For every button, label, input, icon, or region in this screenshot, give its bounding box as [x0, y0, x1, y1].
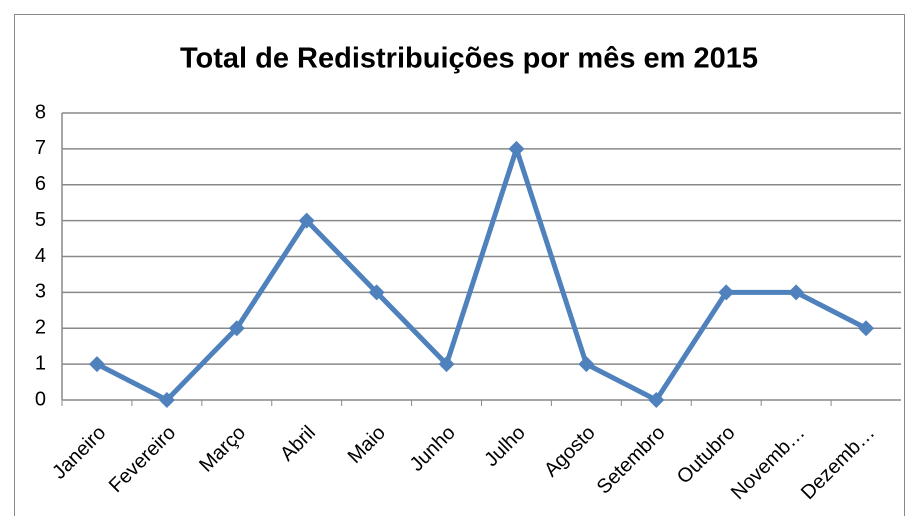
data-point — [228, 320, 245, 337]
data-point — [438, 356, 455, 373]
y-tick-label: 8 — [35, 101, 46, 123]
y-tick-label: 1 — [35, 352, 46, 374]
data-point — [788, 284, 805, 301]
y-tick-label: 5 — [35, 209, 46, 231]
chart-border — [14, 14, 905, 516]
data-point — [158, 392, 175, 408]
series-line — [95, 146, 868, 403]
data-point — [858, 320, 875, 337]
data-point — [578, 356, 595, 373]
y-tick-label: 0 — [35, 388, 46, 410]
data-point — [88, 356, 105, 373]
y-tick-label: 2 — [35, 317, 46, 339]
y-tick-label: 3 — [35, 281, 46, 303]
data-point — [648, 392, 665, 408]
y-tick-label: 6 — [35, 173, 46, 195]
data-point — [368, 284, 385, 301]
chart-title: Total de Redistribuições por mês em 2015 — [180, 43, 758, 75]
data-point — [508, 140, 525, 157]
data-point — [298, 212, 315, 229]
y-tick-label: 7 — [35, 137, 46, 159]
data-point — [718, 284, 735, 301]
y-tick-label: 4 — [35, 245, 46, 267]
